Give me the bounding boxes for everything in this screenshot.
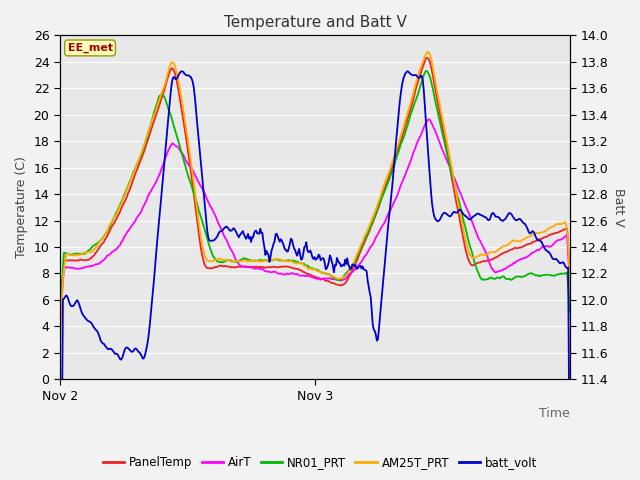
Legend: PanelTemp, AirT, NR01_PRT, AM25T_PRT, batt_volt: PanelTemp, AirT, NR01_PRT, AM25T_PRT, ba…: [99, 452, 541, 474]
Y-axis label: Temperature (C): Temperature (C): [15, 156, 28, 258]
Text: Time: Time: [540, 407, 570, 420]
Y-axis label: Batt V: Batt V: [612, 188, 625, 227]
Text: EE_met: EE_met: [67, 43, 113, 53]
Title: Temperature and Batt V: Temperature and Batt V: [223, 15, 406, 30]
